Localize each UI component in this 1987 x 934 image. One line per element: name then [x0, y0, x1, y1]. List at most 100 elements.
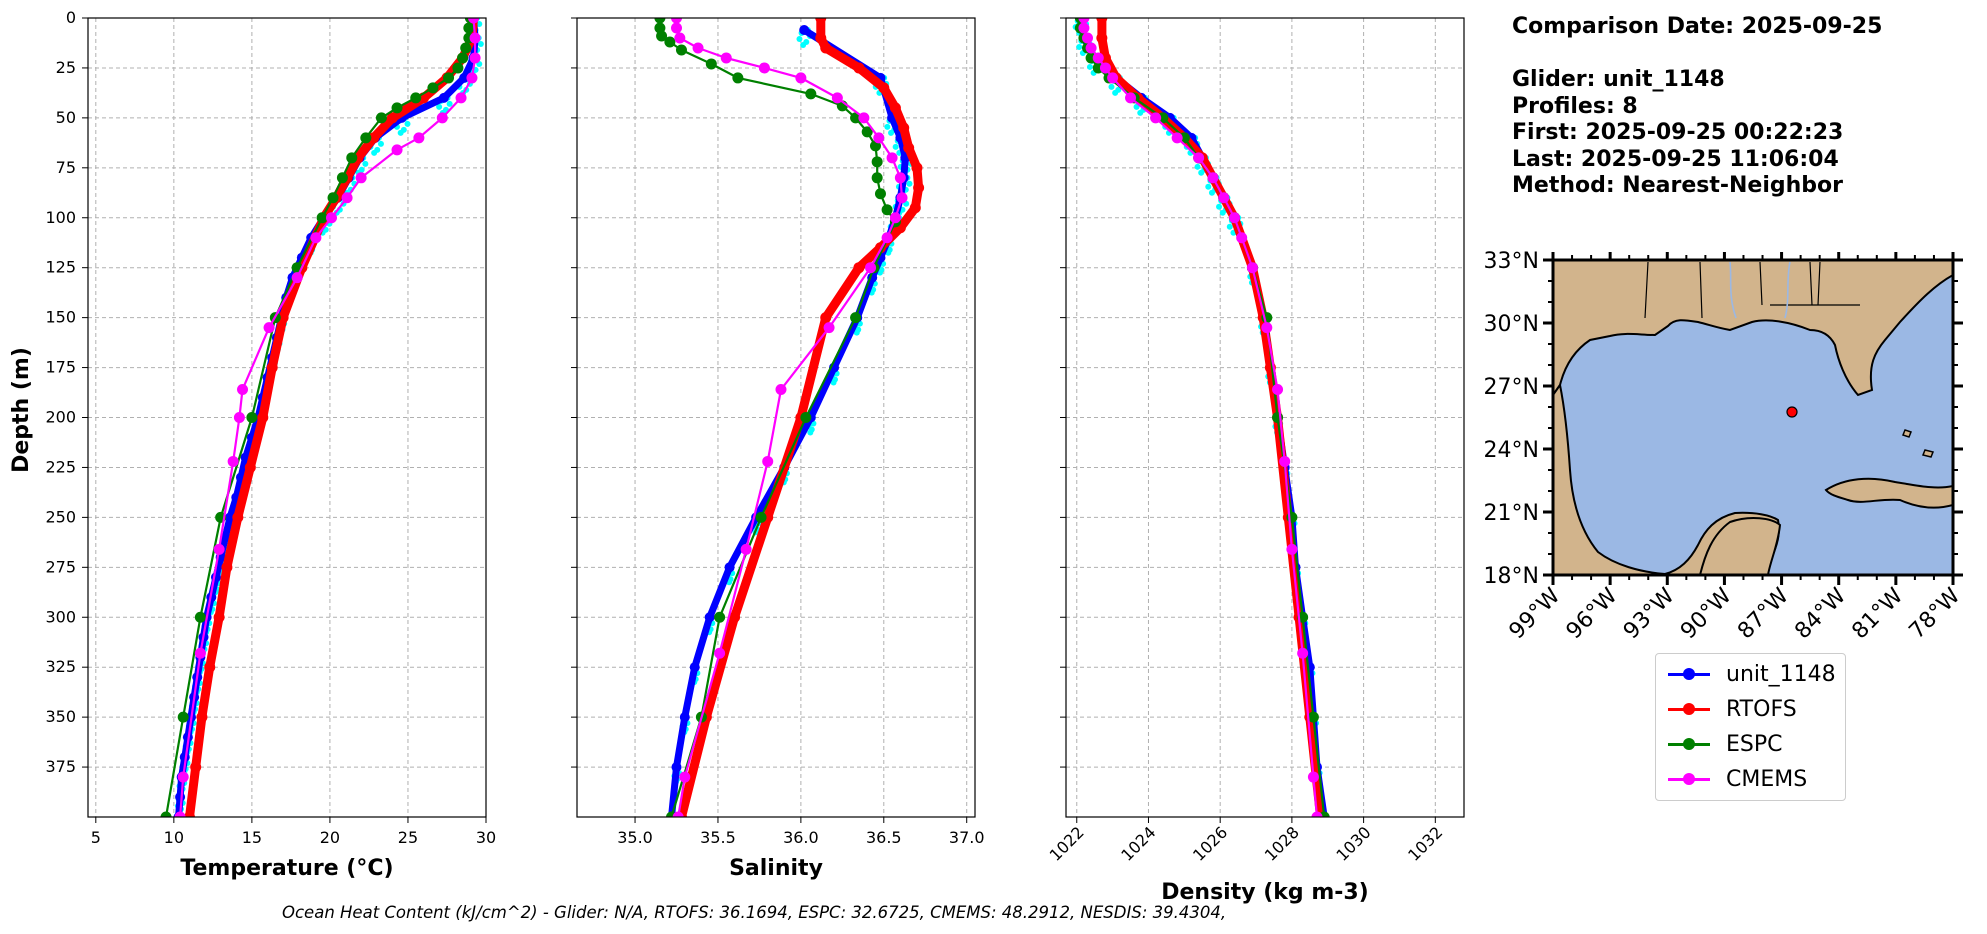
data-point-cmems	[762, 455, 774, 467]
lon-tick-label: 78°W	[1905, 583, 1966, 644]
data-point-cmems	[263, 322, 275, 334]
data-point-espc	[664, 36, 676, 48]
profile-scatter-point	[1322, 826, 1328, 832]
series-line-unit_1148	[668, 26, 909, 817]
profile-scatter-point	[177, 816, 178, 817]
data-point-cmems	[1261, 322, 1273, 334]
data-point-espc	[460, 42, 472, 54]
data-point-cmems	[674, 32, 686, 44]
x-tick-label: 36.5	[866, 828, 902, 847]
data-point-unit_1148	[724, 562, 735, 573]
y-tick-label: 300	[45, 607, 76, 626]
data-point-espc	[850, 312, 862, 324]
map-frame	[1551, 258, 1955, 577]
plot-area	[654, 18, 925, 817]
data-point-espc	[705, 58, 717, 70]
x-tick-label: 35.5	[700, 828, 736, 847]
data-point-cmems	[1099, 62, 1111, 74]
data-point-cmems	[1193, 152, 1205, 164]
profile-scatter-point	[1219, 209, 1226, 216]
data-point-cmems	[671, 22, 682, 34]
profile-scatter-point	[807, 429, 814, 436]
data-point-espc	[160, 811, 172, 817]
data-point-cmems	[291, 272, 303, 284]
data-point-cmems	[1125, 92, 1137, 104]
profile-scatter-point	[371, 149, 378, 156]
profile-scatter-point	[1194, 163, 1201, 170]
lat-tick-label: 21°N	[1484, 501, 1539, 526]
lon-tick-label: 96°W	[1562, 583, 1623, 644]
y-tick-label: 325	[45, 657, 76, 676]
data-point-cmems	[1150, 112, 1162, 124]
profile-scatter-point	[1216, 203, 1223, 210]
info-spacer	[1512, 41, 1882, 68]
y-tick-label: 350	[45, 707, 76, 726]
legend-label: unit_1148	[1726, 661, 1836, 687]
legend-swatch	[1664, 734, 1714, 754]
profile-scatter-point	[397, 129, 404, 136]
x-tick-label: 1024	[1117, 823, 1159, 865]
legend-swatch	[1664, 699, 1714, 719]
data-point-rtofs	[911, 162, 923, 174]
profile-scatter-point	[884, 123, 891, 130]
lon-tick-label: 99°W	[1505, 583, 1566, 644]
data-point-espc	[861, 126, 873, 138]
data-point-espc	[755, 511, 767, 523]
profile-scatter-point	[1137, 109, 1144, 116]
data-point-espc	[732, 72, 744, 84]
profile-scatter-point	[1321, 829, 1327, 835]
data-point-espc	[177, 711, 189, 723]
data-point-espc	[194, 611, 206, 623]
footer-text: Ocean Heat Content (kJ/cm^2) - Glider: N…	[282, 903, 1227, 922]
lon-tick-label: 84°W	[1790, 583, 1851, 644]
data-point-cmems	[823, 322, 835, 334]
data-point-rtofs	[815, 32, 827, 44]
data-point-rtofs	[1096, 18, 1108, 24]
data-point-espc	[874, 188, 886, 200]
lon-tick-label: 93°W	[1619, 583, 1680, 644]
data-point-espc	[654, 18, 666, 24]
data-point-cmems	[881, 232, 893, 244]
data-point-rtofs	[204, 661, 216, 673]
data-point-unit_1148	[459, 72, 470, 83]
profile-scatter-point	[853, 329, 860, 336]
profile-scatter-point	[1133, 103, 1140, 110]
data-point-cmems	[310, 232, 322, 244]
data-point-cmems	[227, 455, 239, 467]
data-point-rtofs	[232, 511, 244, 523]
lat-tick-label: 27°N	[1484, 375, 1539, 400]
data-point-unit_1148	[438, 92, 449, 103]
data-point-rtofs	[213, 611, 225, 623]
x-tick-label: 30	[476, 828, 496, 847]
x-tick-label: 20	[320, 828, 340, 847]
x-tick-label: 15	[242, 828, 262, 847]
profile-scatter-point	[830, 379, 837, 386]
data-point-cmems	[1246, 262, 1258, 274]
map-land	[1553, 260, 1953, 575]
data-point-cmems	[1107, 72, 1119, 84]
data-point-cmems	[679, 771, 691, 783]
data-point-rtofs	[368, 132, 380, 144]
glider-location-map: 33°N 30°N 27°N 24°N 21°N 18°N99°W96°W93°W90°W…	[1484, 249, 1966, 644]
lon-tick-label: 90°W	[1676, 583, 1737, 644]
lat-tick-label: 33°N	[1484, 249, 1539, 274]
data-point-espc	[443, 72, 455, 84]
data-point-cmems	[177, 771, 189, 783]
x-tick-label: 1028	[1261, 823, 1303, 865]
y-tick-label: 225	[45, 457, 76, 476]
first-time: First: 2025-09-25 00:22:23	[1512, 120, 1844, 145]
data-point-cmems	[1171, 132, 1183, 144]
salinity-axis-label: Salinity	[729, 856, 823, 881]
profile-scatter-point	[888, 129, 895, 136]
x-tick-label: 5	[91, 828, 101, 847]
data-point-cmems	[436, 112, 448, 124]
data-point-rtofs	[889, 102, 901, 114]
legend-swatch	[1664, 769, 1714, 789]
data-point-cmems	[1078, 18, 1090, 24]
legend-item-rtofs: RTOFS	[1664, 694, 1797, 724]
data-point-cmems	[325, 212, 337, 224]
plot-area	[160, 18, 484, 817]
profile-scatter-point	[1205, 183, 1212, 190]
data-point-espc	[805, 88, 817, 100]
density-panel: 1022 1024 1026 1028 1030 1032 Density (kg m-3)	[1046, 17, 1465, 905]
